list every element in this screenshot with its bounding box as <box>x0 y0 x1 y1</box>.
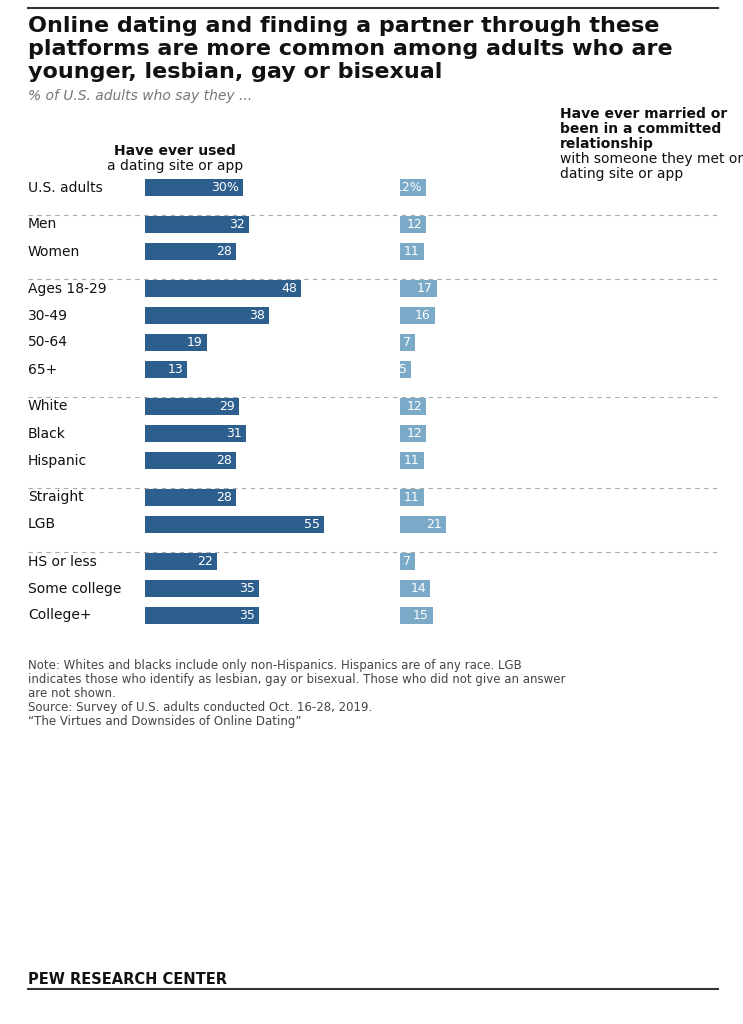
Bar <box>400 580 430 597</box>
Text: White: White <box>28 399 68 414</box>
Text: Black: Black <box>28 427 66 440</box>
Text: 5: 5 <box>399 362 407 376</box>
Text: Women: Women <box>28 245 80 258</box>
Bar <box>145 179 242 196</box>
Bar <box>400 425 426 442</box>
Text: % of U.S. adults who say they ...: % of U.S. adults who say they ... <box>28 89 252 103</box>
Bar <box>145 425 246 442</box>
Text: HS or less: HS or less <box>28 555 97 568</box>
Text: platforms are more common among adults who are: platforms are more common among adults w… <box>28 39 672 59</box>
Text: LGB: LGB <box>28 517 56 531</box>
Bar <box>400 243 424 260</box>
Text: 12: 12 <box>406 218 422 231</box>
Text: are not shown.: are not shown. <box>28 687 116 700</box>
Bar <box>400 307 435 324</box>
Bar <box>145 489 236 506</box>
Bar <box>145 243 236 260</box>
Text: Straight: Straight <box>28 490 84 505</box>
Bar <box>400 553 415 570</box>
Text: Have ever used: Have ever used <box>114 144 236 158</box>
Text: 19: 19 <box>187 336 203 349</box>
Bar <box>145 452 236 469</box>
Bar <box>145 580 259 597</box>
Bar <box>400 452 424 469</box>
Text: 17: 17 <box>417 282 433 295</box>
Bar <box>400 280 437 297</box>
Bar <box>400 361 411 378</box>
Bar <box>400 607 432 624</box>
Bar <box>145 553 216 570</box>
Bar <box>145 361 187 378</box>
Bar <box>145 398 239 415</box>
Text: Some college: Some college <box>28 582 121 596</box>
Bar <box>145 607 259 624</box>
Text: 12: 12 <box>406 400 422 413</box>
Text: dating site or app: dating site or app <box>560 167 684 181</box>
Text: 29: 29 <box>219 400 236 413</box>
Bar <box>145 516 324 534</box>
Text: 13: 13 <box>167 362 184 376</box>
Text: “The Virtues and Downsides of Online Dating”: “The Virtues and Downsides of Online Dat… <box>28 715 302 728</box>
Text: 38: 38 <box>249 309 265 322</box>
Text: 7: 7 <box>403 555 411 568</box>
Bar <box>145 280 301 297</box>
Text: 35: 35 <box>239 582 255 595</box>
Text: 50-64: 50-64 <box>28 336 68 349</box>
Text: 22: 22 <box>197 555 212 568</box>
Text: U.S. adults: U.S. adults <box>28 180 103 195</box>
Bar <box>400 398 426 415</box>
Text: Source: Survey of U.S. adults conducted Oct. 16-28, 2019.: Source: Survey of U.S. adults conducted … <box>28 701 372 714</box>
Text: 48: 48 <box>281 282 297 295</box>
Text: 15: 15 <box>412 609 429 622</box>
Text: 31: 31 <box>226 427 241 440</box>
Text: PEW RESEARCH CENTER: PEW RESEARCH CENTER <box>28 972 227 987</box>
Text: Online dating and finding a partner through these: Online dating and finding a partner thro… <box>28 16 659 36</box>
Text: 65+: 65+ <box>28 362 57 377</box>
Text: 14: 14 <box>411 582 426 595</box>
Text: 12%: 12% <box>395 181 422 194</box>
Text: 16: 16 <box>415 309 431 322</box>
Text: a dating site or app: a dating site or app <box>107 159 243 173</box>
Text: 28: 28 <box>216 245 232 258</box>
Text: 7: 7 <box>403 336 411 349</box>
Text: Note: Whites and blacks include only non-Hispanics. Hispanics are of any race. L: Note: Whites and blacks include only non… <box>28 659 522 672</box>
Bar <box>400 489 424 506</box>
Text: 11: 11 <box>404 490 420 504</box>
Text: 11: 11 <box>404 245 420 258</box>
Bar <box>400 216 426 233</box>
Text: 55: 55 <box>304 518 319 531</box>
Text: 28: 28 <box>216 490 232 504</box>
Bar <box>400 334 415 351</box>
Text: 12: 12 <box>406 427 422 440</box>
Text: Have ever married or: Have ever married or <box>560 106 727 121</box>
Text: 30-49: 30-49 <box>28 308 68 323</box>
Bar <box>145 216 249 233</box>
Text: Ages 18-29: Ages 18-29 <box>28 282 107 296</box>
Text: 28: 28 <box>216 454 232 467</box>
Text: 32: 32 <box>230 218 245 231</box>
Text: 11: 11 <box>404 454 420 467</box>
Text: indicates those who identify as lesbian, gay or bisexual. Those who did not give: indicates those who identify as lesbian,… <box>28 673 565 686</box>
Text: Hispanic: Hispanic <box>28 454 87 468</box>
Bar <box>400 179 426 196</box>
Text: 30%: 30% <box>210 181 239 194</box>
Text: Men: Men <box>28 217 57 231</box>
Text: with someone they met on a: with someone they met on a <box>560 152 743 166</box>
Bar <box>145 307 268 324</box>
Bar <box>145 334 207 351</box>
Text: College+: College+ <box>28 608 91 623</box>
Text: relationship: relationship <box>560 137 654 151</box>
Bar <box>400 516 446 534</box>
Text: younger, lesbian, gay or bisexual: younger, lesbian, gay or bisexual <box>28 62 442 82</box>
Text: been in a committed: been in a committed <box>560 122 721 136</box>
Text: 35: 35 <box>239 609 255 622</box>
Text: 21: 21 <box>426 518 441 531</box>
